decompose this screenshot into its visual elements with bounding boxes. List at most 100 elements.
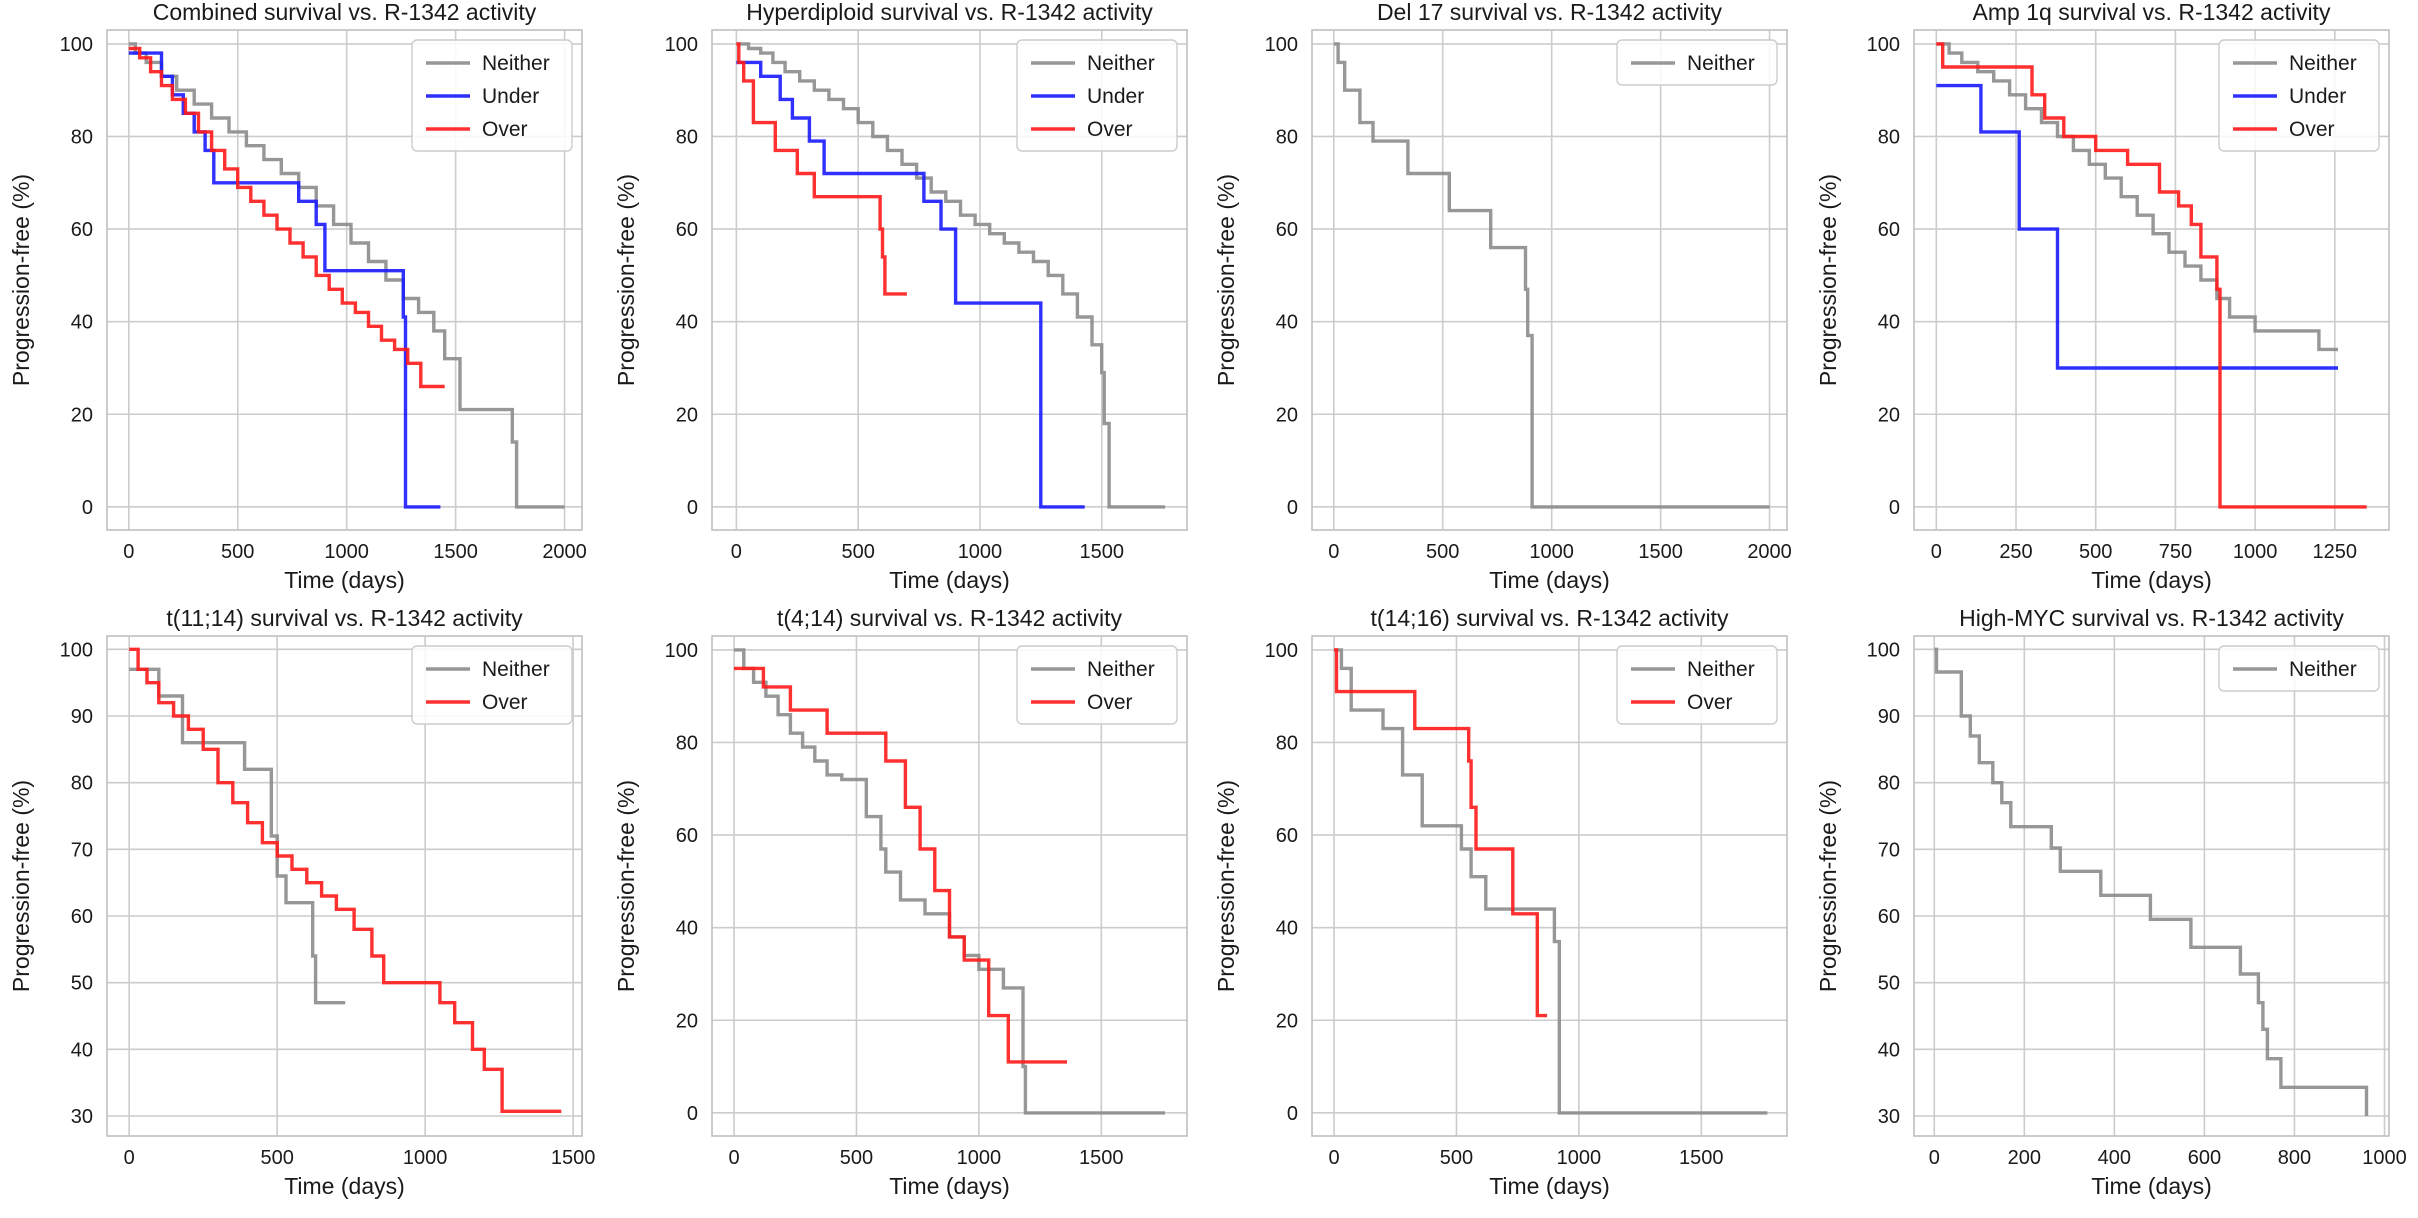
series-line-over [128, 46, 445, 389]
x-tick-label: 1000 [1557, 1147, 1602, 1169]
x-tick-label: 0 [728, 1147, 739, 1169]
y-tick-label: 60 [1276, 219, 1298, 241]
legend-label-neither: Neither [482, 658, 550, 681]
y-tick-label: 60 [1878, 906, 1900, 928]
y-tick-label: 50 [71, 973, 93, 995]
y-tick-label: 0 [1287, 497, 1298, 519]
x-tick-label: 600 [2188, 1147, 2221, 1169]
x-axis-label: Time (days) [889, 1173, 1010, 1199]
gridlines [1914, 636, 2389, 1136]
y-axis-label: Progression-free (%) [1213, 174, 1239, 386]
y-tick-label: 20 [1276, 404, 1298, 426]
y-tick-label: 80 [676, 732, 698, 754]
legend-label-neither: Neither [1687, 52, 1755, 75]
x-tick-label: 1500 [1079, 1147, 1124, 1169]
gridlines [1312, 30, 1787, 530]
y-tick-label: 0 [82, 497, 93, 519]
legend: Neither Over [1616, 645, 1778, 725]
series-group [736, 42, 1166, 509]
x-axis-label: Time (days) [1489, 567, 1610, 593]
chart-panel-2: 0 500 1000 1500 0 20 40 60 80 100 Hyperdiploid sur… [613, 0, 1188, 593]
x-tick-label: 2000 [542, 541, 587, 563]
legend-label-over: Over [482, 118, 528, 141]
chart-panel-8: 0 200 400 600 800 1000 30 40 50 60 70 80 90 100 High-M… [1815, 605, 2407, 1199]
y-tick-label: 70 [1878, 839, 1900, 861]
y-axis-label: Progression-free (%) [1815, 174, 1841, 386]
plot-frame [711, 29, 1188, 531]
x-tick-label: 1000 [958, 541, 1003, 563]
y-tick-label: 60 [71, 219, 93, 241]
legend-label-over: Over [1087, 691, 1133, 714]
series-line-over [734, 666, 1067, 1064]
chart-title: t(4;14) survival vs. R-1342 activity [777, 605, 1123, 631]
x-tick-label: 0 [123, 541, 134, 563]
series-line-under [736, 60, 1085, 509]
y-tick-label: 20 [1276, 1010, 1298, 1032]
x-tick-label: 500 [260, 1147, 293, 1169]
series-group [129, 647, 562, 1113]
y-tick-label: 50 [1878, 973, 1900, 995]
y-tick-label: 60 [676, 825, 698, 847]
chart-panel-3: 0 500 1000 1500 2000 0 20 40 60 80 100 Del 17 survi… [1213, 0, 1792, 593]
y-tick-label: 20 [676, 404, 698, 426]
y-axis-label: Progression-free (%) [8, 780, 34, 992]
x-tick-label: 500 [1426, 541, 1459, 563]
x-tick-label: 500 [221, 541, 254, 563]
x-tick-label: 1000 [957, 1147, 1002, 1169]
y-axis-label: Progression-free (%) [613, 174, 639, 386]
y-tick-label: 100 [1867, 639, 1900, 661]
series-line-neither [129, 667, 346, 1005]
x-tick-label: 500 [840, 1147, 873, 1169]
chart-title: Amp 1q survival vs. R-1342 activity [1973, 0, 2331, 25]
y-tick-label: 0 [687, 497, 698, 519]
x-tick-label: 400 [2098, 1147, 2131, 1169]
y-tick-label: 40 [1878, 1039, 1900, 1061]
y-tick-label: 90 [71, 706, 93, 728]
chart-panel-4: 0 250 500 750 1000 1250 0 20 40 60 80 100 Amp 1q sur… [1815, 0, 2390, 593]
x-axis-label: Time (days) [2091, 1173, 2212, 1199]
legend-label-under: Under [2289, 85, 2346, 108]
x-tick-label: 0 [1328, 541, 1339, 563]
legend-box [2218, 645, 2380, 692]
y-tick-label: 100 [60, 639, 93, 661]
legend-label-over: Over [482, 691, 528, 714]
legend-label-over: Over [2289, 118, 2335, 141]
y-tick-label: 90 [1878, 706, 1900, 728]
y-tick-label: 60 [71, 906, 93, 928]
gridlines [1914, 30, 2389, 530]
x-tick-label: 1250 [2313, 541, 2358, 563]
y-tick-label: 80 [1878, 126, 1900, 148]
legend-label-neither: Neither [1687, 658, 1755, 681]
x-axis-label: Time (days) [284, 567, 405, 593]
chart-panel-7: 0 500 1000 1500 0 20 40 60 80 100 t(14;16) surviva… [1213, 605, 1788, 1199]
y-tick-label: 40 [1276, 918, 1298, 940]
legend: Neither Under Over [2218, 39, 2380, 152]
legend-box [1616, 39, 1778, 86]
chart-panel-5: 0 500 1000 1500 30 40 50 60 70 80 90 100 t(11;14) su… [8, 605, 595, 1199]
y-tick-label: 40 [1878, 312, 1900, 334]
y-tick-label: 100 [60, 34, 93, 56]
y-tick-label: 80 [71, 773, 93, 795]
x-tick-label: 800 [2278, 1147, 2311, 1169]
chart-title: Hyperdiploid survival vs. R-1342 activit… [746, 0, 1153, 25]
legend-box [1016, 645, 1178, 725]
series-line-neither [1334, 648, 1768, 1115]
x-tick-label: 0 [1929, 1147, 1940, 1169]
chart-panel-6: 0 500 1000 1500 0 20 40 60 80 100 t(4;14) survival… [613, 605, 1188, 1199]
y-tick-label: 60 [1276, 825, 1298, 847]
series-line-over [736, 42, 907, 296]
x-tick-label: 0 [731, 541, 742, 563]
y-tick-label: 80 [1276, 732, 1298, 754]
series-group [1934, 647, 2369, 1116]
series-line-over [1936, 42, 2367, 509]
y-tick-label: 0 [1287, 1103, 1298, 1125]
legend: Neither [1616, 39, 1778, 86]
gridlines [712, 636, 1187, 1136]
series-line-neither [1333, 42, 1770, 509]
legend: Neither Over [1016, 645, 1178, 725]
x-tick-label: 200 [2008, 1147, 2041, 1169]
x-tick-label: 750 [2159, 541, 2192, 563]
chart-title: High-MYC survival vs. R-1342 activity [1959, 605, 2344, 631]
x-axis-label: Time (days) [2091, 567, 2212, 593]
x-tick-label: 500 [2079, 541, 2112, 563]
